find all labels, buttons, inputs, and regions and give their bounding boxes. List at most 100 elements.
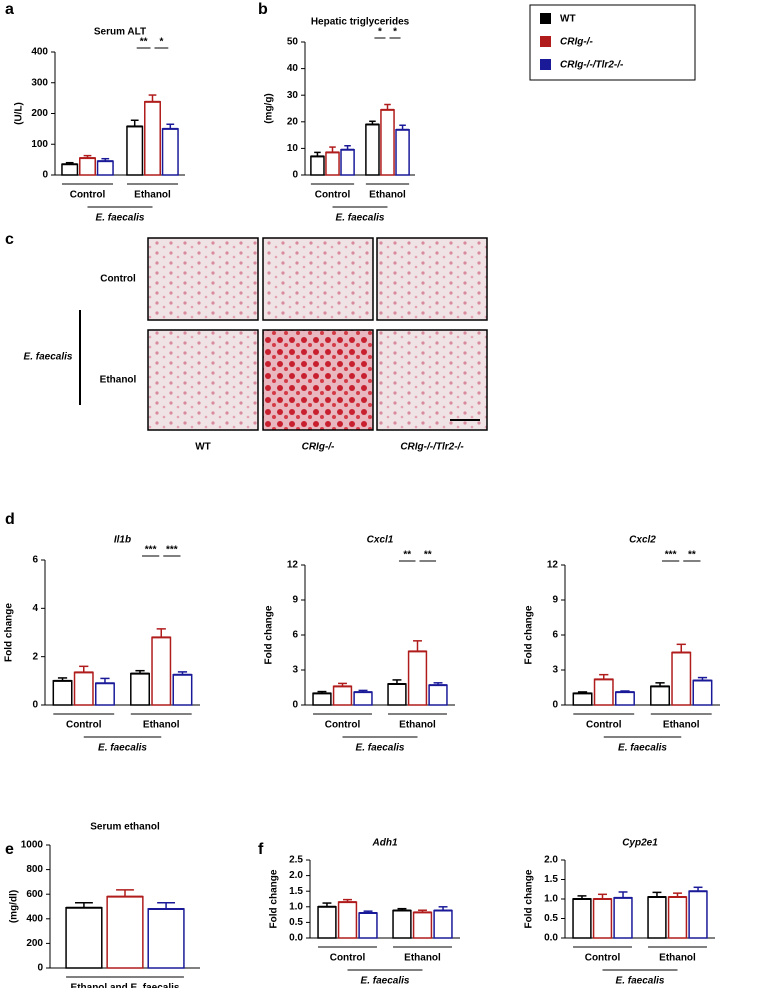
y-tick-label: 1.5: [289, 886, 303, 897]
y-tick-label: 50: [287, 37, 299, 48]
significance-label: *: [378, 27, 382, 38]
bar: [147, 908, 185, 969]
y-tick-label: 2.5: [289, 855, 303, 866]
bar: [671, 651, 692, 706]
group-label: Control: [330, 953, 366, 964]
bar: [387, 683, 407, 706]
group-label: Control: [585, 953, 621, 964]
y-axis-label: (mg/dl): [9, 890, 20, 923]
y-tick-label: 1.0: [289, 901, 303, 912]
group-label: Ethanol: [143, 720, 180, 731]
y-tick-label: 0.5: [289, 917, 303, 928]
bar: [395, 129, 410, 176]
group-label: Ethanol: [659, 953, 696, 964]
bar: [407, 650, 428, 706]
bar: [161, 128, 179, 176]
group-note: E. faecalis: [96, 213, 145, 224]
bar: [614, 691, 635, 706]
micrograph: [147, 329, 259, 431]
row-note: E. faecalis: [24, 352, 73, 363]
group-label: Control: [586, 720, 622, 731]
bar: [340, 148, 355, 176]
bar: [94, 682, 115, 706]
chart-title: Adh1: [372, 838, 398, 849]
panel-letter: c: [5, 231, 14, 248]
y-tick-label: 0.0: [544, 933, 558, 944]
y-tick-label: 0: [552, 700, 558, 711]
y-tick-label: 0: [292, 700, 298, 711]
bar: [572, 898, 592, 939]
bar: [73, 671, 94, 706]
significance-label: ***: [166, 545, 178, 556]
significance-label: **: [140, 37, 148, 48]
chart-title: Serum ethanol: [90, 822, 160, 833]
y-tick-label: 100: [31, 139, 48, 150]
legend-label: CRIg-/-: [560, 37, 593, 48]
y-axis-label: (U/L): [14, 102, 25, 125]
y-tick-label: 3: [292, 665, 298, 676]
group-note: E. faecalis: [356, 743, 405, 754]
chart-title: Hepatic triglycerides: [311, 17, 410, 28]
y-tick-label: 600: [26, 889, 43, 900]
panel-letter: f: [258, 841, 264, 858]
bar: [151, 636, 172, 706]
group-note: E. faecalis: [616, 976, 665, 987]
y-tick-label: 4: [32, 603, 38, 614]
bar: [392, 909, 412, 939]
panel-letter: d: [5, 511, 15, 528]
significance-label: **: [688, 550, 696, 561]
y-tick-label: 1.5: [544, 874, 558, 885]
legend-label: CRIg-/-/Tlr2-/-: [560, 60, 624, 71]
y-tick-label: 10: [287, 143, 299, 154]
y-tick-label: 800: [26, 864, 43, 875]
bar: [593, 678, 614, 706]
y-tick-label: 0: [42, 170, 48, 181]
bar: [52, 680, 73, 706]
micrograph: [376, 237, 488, 321]
significance-label: *: [393, 27, 397, 38]
chart-title: Cyp2e1: [622, 838, 658, 849]
legend-swatch: [540, 36, 551, 47]
group-label: Control: [66, 720, 102, 731]
bar: [692, 679, 713, 706]
bar: [667, 896, 688, 939]
bar: [310, 155, 325, 176]
micrograph: [147, 237, 259, 321]
significance-label: ***: [665, 550, 677, 561]
bar: [61, 163, 79, 176]
significance-label: *: [159, 37, 163, 48]
y-tick-label: 0.5: [544, 913, 558, 924]
micrograph: [376, 329, 488, 431]
legend-swatch: [540, 13, 551, 24]
bar: [412, 911, 433, 939]
bar: [688, 890, 708, 939]
y-axis-label: Fold change: [269, 869, 280, 928]
bar: [325, 151, 340, 176]
y-tick-label: 6: [552, 630, 558, 641]
micrograph: [262, 237, 374, 321]
y-tick-label: 20: [287, 116, 299, 127]
bar: [433, 909, 453, 939]
legend-swatch: [540, 59, 551, 70]
significance-label: ***: [145, 545, 157, 556]
y-tick-label: 40: [287, 63, 299, 74]
bar: [106, 895, 144, 969]
legend-box: [529, 4, 696, 81]
y-tick-label: 1000: [21, 840, 44, 851]
group-note: E. faecalis: [618, 743, 667, 754]
y-axis-label: Fold change: [524, 605, 535, 664]
bar: [312, 692, 332, 706]
y-tick-label: 0: [292, 170, 298, 181]
group-label: Ethanol: [399, 720, 436, 731]
group-label: Ethanol: [663, 720, 700, 731]
y-tick-label: 9: [552, 595, 558, 606]
y-axis-label: Fold change: [264, 605, 275, 664]
bar: [337, 901, 358, 939]
y-tick-label: 3: [552, 665, 558, 676]
bar: [172, 674, 193, 706]
y-tick-label: 30: [287, 90, 299, 101]
y-tick-label: 0.0: [289, 933, 303, 944]
group-note: E. faecalis: [98, 743, 147, 754]
row-label: Control: [100, 274, 136, 285]
